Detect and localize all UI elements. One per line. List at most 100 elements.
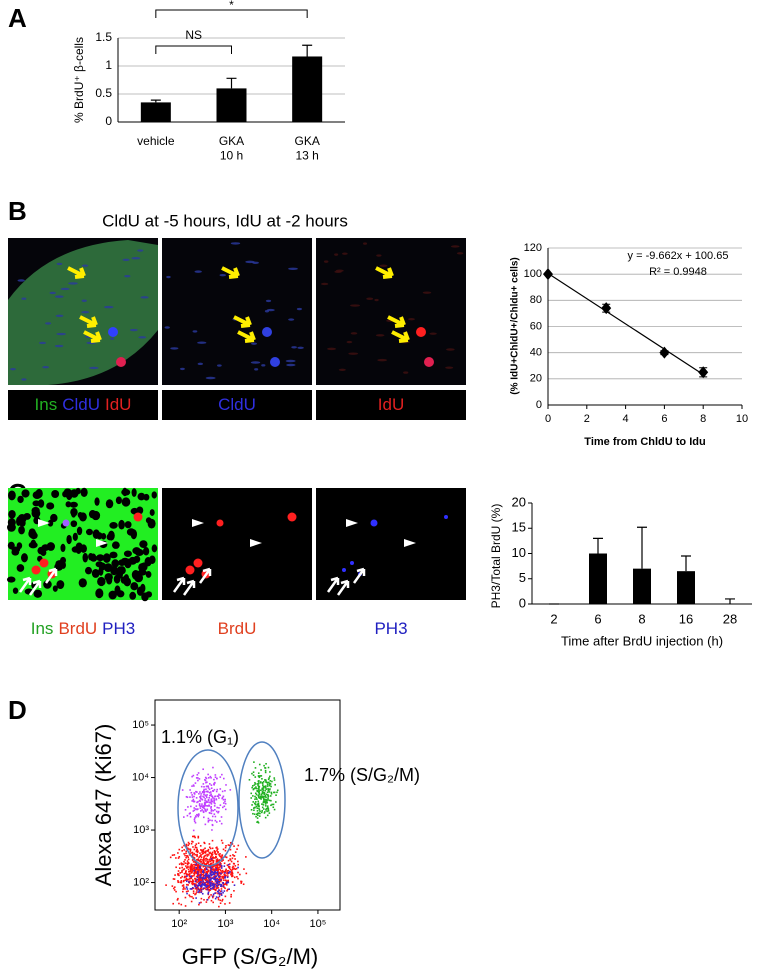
- event-dot: [268, 777, 270, 779]
- cell-dot: [375, 334, 385, 337]
- cell-dot: [54, 344, 64, 348]
- cell-dot: [10, 367, 16, 371]
- cell-nucleus: [145, 570, 152, 578]
- event-dot: [187, 806, 189, 808]
- cell-nucleus: [78, 578, 87, 588]
- cell-nucleus: [118, 559, 126, 566]
- event-dot: [230, 895, 232, 898]
- arrow: [326, 576, 340, 593]
- cell-nucleus: [131, 488, 137, 497]
- event-dot: [239, 873, 241, 876]
- event-dot: [196, 813, 198, 816]
- cell-dot: [17, 279, 25, 282]
- event-dot: [185, 880, 188, 883]
- event-dot: [257, 780, 260, 783]
- event-dot: [169, 856, 172, 859]
- event-dot: [213, 783, 215, 786]
- event-dot: [202, 871, 205, 874]
- event-dot: [263, 812, 266, 814]
- cell-nucleus: [7, 523, 16, 532]
- event-dot: [268, 782, 271, 785]
- event-dot: [177, 897, 179, 900]
- event-dot: [196, 881, 198, 884]
- event-dot: [199, 805, 202, 808]
- labeled-nucleus: [62, 519, 70, 527]
- event-dot: [196, 878, 198, 881]
- event-dot: [216, 859, 219, 862]
- event-dot: [250, 808, 253, 811]
- event-dot: [220, 839, 223, 842]
- event-dot: [200, 897, 203, 900]
- event-dot: [199, 887, 202, 890]
- event-dot: [195, 883, 197, 886]
- event-dot: [199, 855, 202, 857]
- event-dot: [218, 892, 220, 895]
- event-dot: [214, 879, 217, 882]
- event-dot: [202, 865, 205, 868]
- event-dot: [212, 861, 215, 864]
- event-dot: [218, 855, 221, 857]
- event-dot: [231, 874, 234, 876]
- event-dot: [206, 887, 209, 890]
- event-dot: [227, 880, 229, 883]
- event-dot: [232, 868, 234, 871]
- event-dot: [213, 797, 215, 800]
- event-dot: [193, 872, 195, 874]
- event-dot: [206, 898, 209, 901]
- event-dot: [222, 802, 225, 804]
- event-dot: [203, 851, 206, 854]
- event-dot: [193, 848, 196, 851]
- event-dot: [217, 897, 220, 899]
- event-dot: [202, 861, 205, 864]
- event-dot: [214, 815, 217, 818]
- event-dot: [230, 869, 233, 872]
- cell-dot: [346, 340, 353, 344]
- event-dot: [210, 899, 213, 902]
- event-dot: [262, 791, 264, 794]
- event-dot: [208, 866, 210, 868]
- event-dot: [206, 801, 209, 803]
- stain-label: CldU: [218, 395, 256, 414]
- bar: [140, 102, 171, 122]
- event-dot: [219, 794, 221, 797]
- event-dot: [240, 882, 242, 884]
- event-dot: [251, 772, 253, 775]
- event-dot: [220, 890, 223, 892]
- event-dot: [203, 789, 205, 792]
- event-dot: [224, 800, 226, 803]
- event-dot: [266, 800, 268, 802]
- y-axis-title: Alexa 647 (Ki67): [91, 724, 116, 887]
- event-dot: [260, 796, 262, 799]
- event-dot: [201, 892, 204, 895]
- event-dot: [271, 780, 273, 783]
- event-dot: [215, 856, 218, 859]
- event-dot: [266, 810, 268, 813]
- cell-nucleus: [85, 528, 93, 536]
- event-dot: [205, 872, 207, 874]
- event-dot: [219, 855, 222, 858]
- cell-nucleus: [17, 495, 24, 504]
- x-tick-label: 0: [545, 413, 551, 425]
- event-dot: [191, 855, 194, 857]
- event-dot: [186, 867, 188, 869]
- x-tick-label: 10³: [217, 918, 233, 930]
- cell-dot: [334, 253, 339, 256]
- micrograph-label: BrdU: [218, 619, 257, 638]
- event-dot: [193, 863, 195, 866]
- micrograph-title: CldU at -5 hours, IdU at -2 hours: [102, 211, 348, 230]
- event-dot: [186, 863, 189, 866]
- event-dot: [201, 798, 204, 801]
- event-dot: [185, 852, 187, 855]
- cell-nucleus: [104, 573, 113, 582]
- event-dot: [254, 798, 256, 801]
- event-dot: [200, 861, 203, 863]
- event-dot: [259, 775, 261, 777]
- cell-nucleus: [88, 510, 97, 519]
- y-tick-label: 100: [524, 268, 542, 280]
- event-dot: [252, 771, 255, 773]
- event-dot: [262, 780, 265, 783]
- event-dot: [192, 810, 195, 812]
- event-dot: [229, 844, 231, 847]
- event-dot: [215, 888, 217, 891]
- event-dot: [199, 865, 202, 867]
